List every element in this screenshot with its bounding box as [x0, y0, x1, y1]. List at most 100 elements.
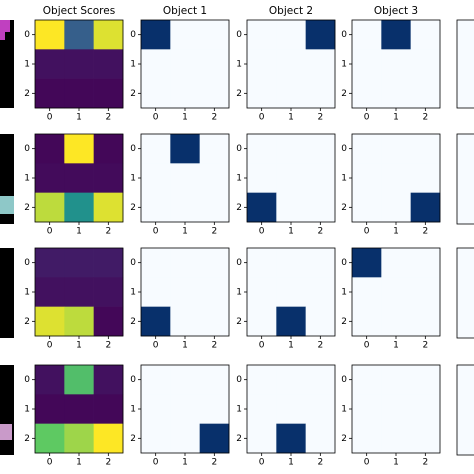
heatmap-cell: [305, 248, 336, 278]
heatmap-cell: [276, 394, 306, 424]
x-tick-label: 2: [422, 341, 428, 351]
heatmap-cell: [170, 20, 200, 50]
heatmap-cell: [35, 394, 65, 424]
heatmap-cell: [247, 78, 277, 109]
heatmap-cell: [305, 277, 336, 307]
heatmap-cell: [276, 78, 306, 109]
y-tick-label: 0: [130, 30, 136, 40]
heatmap-cell: [276, 163, 306, 193]
heatmap-cell: [352, 134, 382, 164]
heatmap-cell: [381, 248, 411, 278]
y-tick-label: 2: [24, 203, 30, 213]
heatmap-cell: [170, 365, 200, 395]
heatmap-cell: [276, 49, 306, 79]
heatmap-cell: [381, 277, 411, 307]
heatmap-cell: [410, 20, 441, 50]
y-tick-label: 1: [24, 60, 30, 70]
heatmap-cell: [170, 163, 200, 193]
heatmap-cell: [35, 20, 65, 50]
heatmap-cell: [35, 134, 65, 164]
heatmap-cell: [93, 248, 124, 278]
x-tick-label: 0: [47, 341, 53, 351]
heatmap-cell: [276, 134, 306, 164]
heatmap-cell: [64, 163, 94, 193]
y-tick-label: 2: [130, 203, 136, 213]
x-tick-label: 1: [182, 341, 188, 351]
x-tick-label: 0: [259, 458, 265, 468]
heatmap-cell: [141, 134, 171, 164]
heatmap-cell: [35, 78, 65, 109]
x-tick-label: 1: [288, 341, 294, 351]
heatmap-cell: [64, 192, 94, 223]
heatmap-cell: [170, 248, 200, 278]
x-tick-label: 2: [422, 458, 428, 468]
panel-frame: [456, 247, 474, 339]
heatmap-cell: [93, 306, 124, 337]
heatmap-cell: [352, 192, 382, 223]
heatmap-cell: [199, 365, 230, 395]
heatmap-cell: [170, 306, 200, 337]
heatmap-cell: [410, 365, 441, 395]
input-shape: [0, 20, 10, 32]
heatmap-cell: [199, 49, 230, 79]
heatmap-cell: [141, 163, 171, 193]
heatmap-cell: [410, 192, 441, 223]
heatmap-cell: [93, 277, 124, 307]
y-tick-label: 0: [24, 144, 30, 154]
y-tick-label: 0: [24, 375, 30, 385]
heatmap-cell: [170, 423, 200, 454]
y-tick-label: 1: [24, 174, 30, 184]
y-tick-label: 0: [236, 30, 242, 40]
heatmap-cell: [64, 49, 94, 79]
y-tick-label: 0: [236, 144, 242, 154]
y-tick-label: 1: [24, 288, 30, 298]
x-tick-label: 0: [364, 227, 370, 237]
heatmap-cell: [199, 248, 230, 278]
y-tick-label: 2: [24, 317, 30, 327]
panel-title: Object 2: [269, 5, 313, 17]
y-tick-label: 1: [130, 288, 136, 298]
heatmap-cell: [35, 277, 65, 307]
heatmap-cell: [410, 277, 441, 307]
heatmap-cell: [199, 423, 230, 454]
heatmap-cell: [141, 49, 171, 79]
heatmap-cell: [35, 306, 65, 337]
heatmap-cell: [141, 20, 171, 50]
x-tick-label: 0: [364, 113, 370, 123]
x-tick-label: 0: [259, 113, 265, 123]
y-tick-label: 1: [341, 288, 347, 298]
heatmap-cell: [170, 134, 200, 164]
y-tick-label: 2: [24, 89, 30, 99]
heatmap-cell: [410, 49, 441, 79]
heatmap-cell: [352, 277, 382, 307]
x-tick-label: 2: [105, 227, 111, 237]
x-tick-label: 0: [153, 227, 159, 237]
heatmap-cell: [64, 277, 94, 307]
panel-frame: [456, 364, 474, 456]
heatmap-cell: [381, 134, 411, 164]
input-shape: [0, 424, 12, 440]
heatmap-cell: [170, 192, 200, 223]
heatmap-cell: [276, 423, 306, 454]
heatmap-cell: [199, 306, 230, 337]
x-tick-label: 0: [259, 341, 265, 351]
heatmap-cell: [352, 49, 382, 79]
heatmap-cell: [352, 163, 382, 193]
heatmap-cell: [141, 365, 171, 395]
heatmap-cell: [64, 248, 94, 278]
y-tick-label: 1: [341, 405, 347, 415]
x-tick-label: 1: [76, 341, 82, 351]
x-tick-label: 0: [153, 113, 159, 123]
y-tick-label: 2: [130, 434, 136, 444]
heatmap-cell: [35, 192, 65, 223]
y-tick-label: 1: [341, 60, 347, 70]
heatmap-cell: [305, 192, 336, 223]
heatmap-cell: [381, 306, 411, 337]
panel-frame: [456, 19, 474, 109]
y-tick-label: 1: [24, 405, 30, 415]
x-tick-label: 2: [317, 341, 323, 351]
heatmap-cell: [93, 163, 124, 193]
y-tick-label: 2: [341, 317, 347, 327]
y-tick-label: 2: [341, 434, 347, 444]
x-tick-label: 2: [317, 458, 323, 468]
